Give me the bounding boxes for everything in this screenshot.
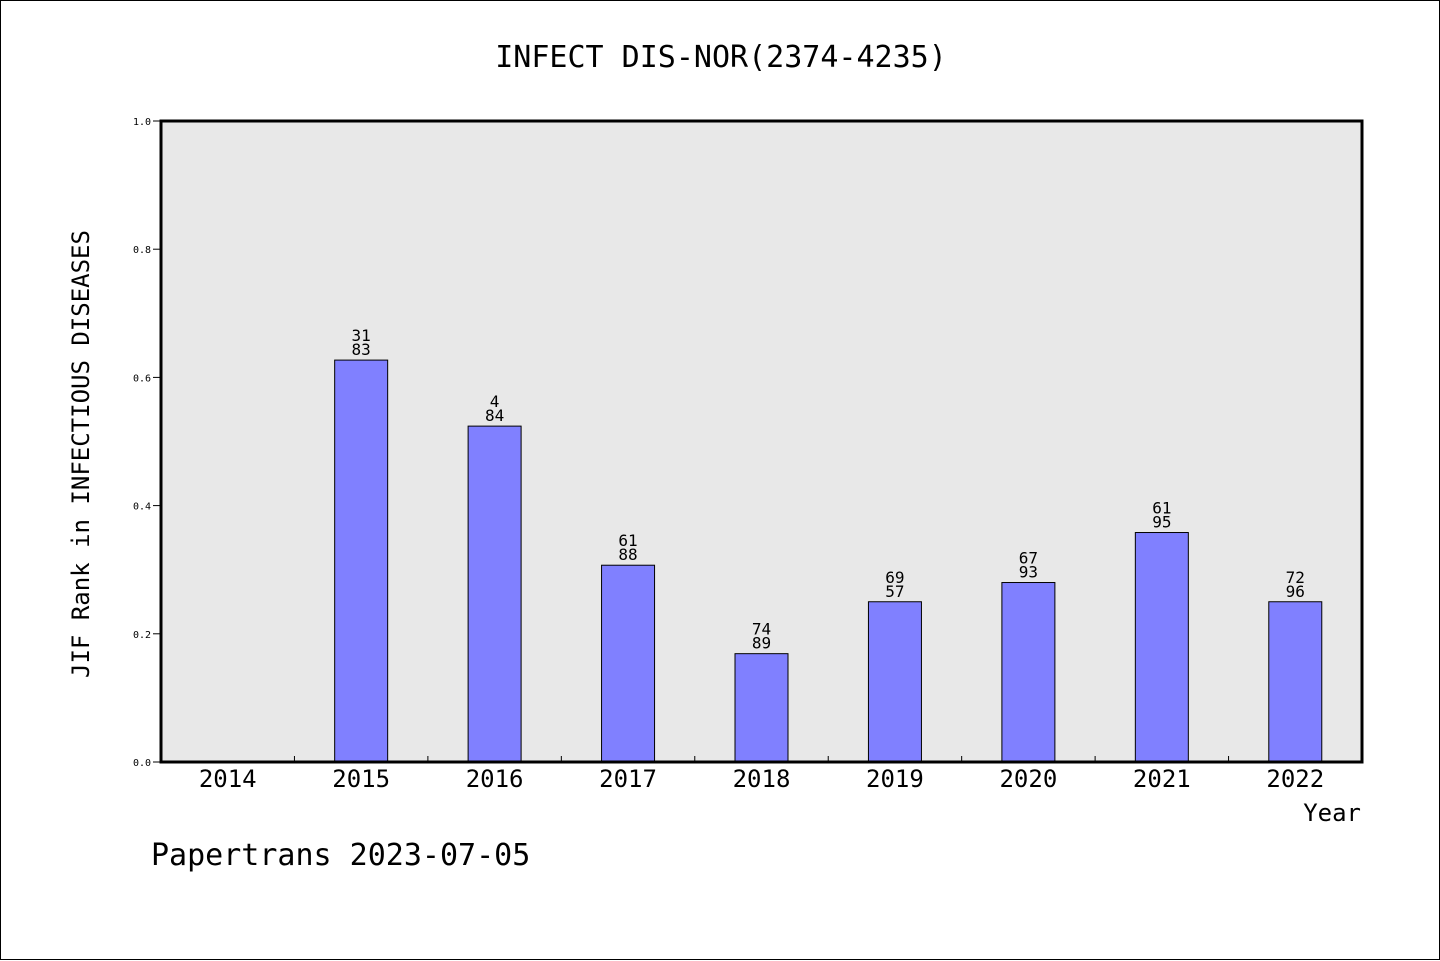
- bar-label-bottom-2017: 88: [618, 545, 637, 564]
- x-tick-label-2021: 2021: [1133, 765, 1191, 793]
- bar-label-bottom-2020: 93: [1019, 563, 1038, 582]
- x-tick-label-2015: 2015: [332, 765, 390, 793]
- bar-label-bottom-2022: 96: [1286, 582, 1305, 601]
- y-tick-label-0.4: 0.4: [133, 502, 151, 513]
- y-tick-label-0.8: 0.8: [133, 245, 151, 256]
- y-axis-label: JIF Rank in INFECTIOUS DISEASES: [67, 230, 95, 678]
- y-tick-label-0.0: 0.0: [133, 758, 151, 769]
- y-tick-label-1.0: 1.0: [133, 117, 151, 128]
- x-axis: 2014 2015 2016 2017 2018 2019 2020 2021 2022: [199, 756, 1324, 793]
- x-axis-label: Year: [1303, 799, 1361, 827]
- bar-label-top-2021: 61: [1152, 499, 1171, 518]
- bar-2020: [1001, 582, 1056, 763]
- bar-label-bottom-2021: 95: [1152, 513, 1171, 532]
- x-tick-label-2019: 2019: [866, 765, 924, 793]
- bar-label-top-2018: 74: [752, 620, 771, 639]
- bar-label-top-2019: 69: [885, 568, 904, 587]
- bar-2016: [467, 425, 522, 763]
- x-tick-label-2014: 2014: [199, 765, 257, 793]
- bars-group: [334, 359, 1323, 763]
- bar-label-top-2017: 61: [618, 531, 637, 550]
- bar-2015: [334, 359, 389, 763]
- chart-title: INFECT DIS-NOR(2374-4235): [495, 40, 947, 75]
- bar-2019: [867, 601, 922, 763]
- x-tick-label-2020: 2020: [999, 765, 1057, 793]
- bar-label-bottom-2015: 83: [352, 340, 371, 359]
- footer-credit: Papertrans 2023-07-05: [151, 838, 530, 873]
- x-tick-label-2017: 2017: [599, 765, 657, 793]
- bar-label-top-2016: 4: [490, 392, 500, 411]
- bar-label-top-2015: 31: [352, 326, 371, 345]
- bar-2018: [734, 653, 789, 763]
- plot-border: [159, 119, 1364, 764]
- y-tick-label-0.2: 0.2: [133, 630, 151, 641]
- bar-2022: [1268, 601, 1323, 763]
- x-tick-label-2016: 2016: [466, 765, 524, 793]
- bar-2021: [1134, 532, 1189, 763]
- bar-label-bottom-2016: 84: [485, 406, 504, 425]
- bar-label-bottom-2019: 57: [885, 582, 904, 601]
- y-axis: 0.0 0.2 0.4 0.6 0.8 1.0: [133, 117, 161, 769]
- bar-label-bottom-2018: 89: [752, 634, 771, 653]
- bar-2017: [601, 564, 656, 763]
- bar-label-top-2020: 67: [1019, 549, 1038, 568]
- y-tick-label-0.6: 0.6: [133, 373, 151, 384]
- x-tick-label-2022: 2022: [1266, 765, 1324, 793]
- x-tick-label-2018: 2018: [733, 765, 791, 793]
- bar-label-top-2022: 72: [1286, 568, 1305, 587]
